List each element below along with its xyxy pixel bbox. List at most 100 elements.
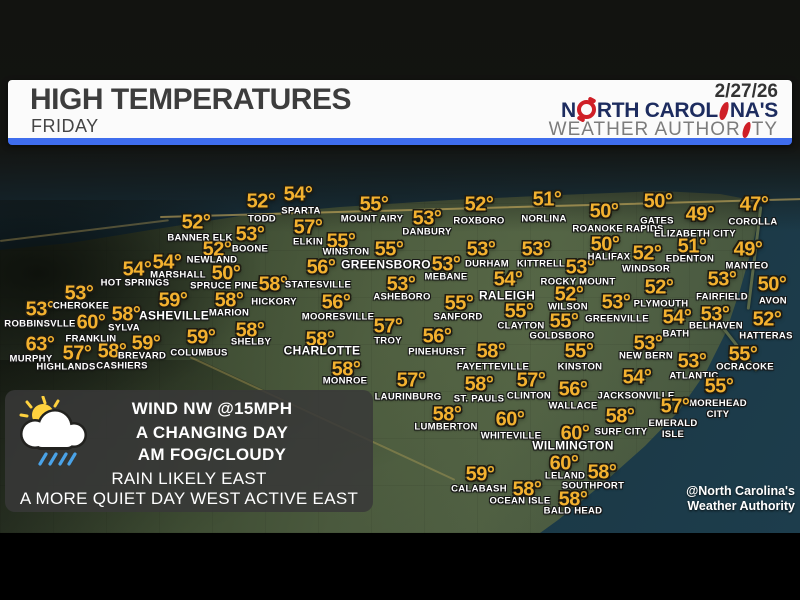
station-temp: 55° — [728, 343, 758, 366]
station-city: CASHIERS — [96, 360, 148, 372]
station-temp: 58° — [305, 328, 335, 351]
station-city: WHITEVILLE — [480, 430, 542, 442]
station-city: DURHAM — [464, 258, 510, 270]
station-city: MARION — [208, 307, 250, 319]
forecast-summary-box: WIND NW @15MPH A CHANGING DAY AM FOG/CLO… — [5, 390, 373, 512]
station-city: ST. PAULS — [453, 393, 505, 405]
station-city: EMERALD ISLE — [648, 418, 698, 440]
station-temp: 58° — [512, 478, 542, 501]
summary-line-rain: RAIN LIKELY EAST — [111, 469, 267, 488]
station-temp: 58° — [464, 373, 494, 396]
summary-line-quiet: A MORE QUIET DAY WEST ACTIVE EAST — [19, 489, 359, 508]
station-temp: 55° — [359, 193, 389, 216]
station-city: BATH — [662, 328, 690, 340]
page-subtitle: FRIDAY — [31, 116, 99, 136]
station-city: SPARTA — [281, 205, 321, 217]
station-temp: 58° — [476, 340, 506, 363]
station-city: BELHAVEN — [689, 320, 743, 332]
station-temp: 58° — [605, 405, 635, 428]
station-city: MANTEO — [725, 260, 769, 272]
station-city: LUMBERTON — [414, 421, 478, 433]
station-temp: 58° — [432, 403, 462, 426]
station-temp: 59° — [465, 463, 495, 486]
station-city: NEW BERN — [618, 350, 674, 362]
station-temp: 52° — [632, 242, 662, 265]
station-temp: 52° — [181, 211, 211, 234]
brand-part1: N — [561, 99, 576, 122]
station-temp: 55° — [326, 230, 356, 253]
station-temp: 53° — [565, 256, 595, 279]
station-city: CLAYTON — [497, 320, 545, 332]
sun-cloud-rain-icon — [19, 396, 87, 466]
station-temp: 53° — [707, 268, 737, 291]
station-city: SOUTHPORT — [561, 480, 625, 492]
page-title: HIGH TEMPERATURES — [30, 83, 351, 116]
station-city: PLYMOUTH — [633, 298, 689, 310]
station-city: TODD — [248, 213, 276, 225]
station-city: HICKORY — [251, 296, 297, 308]
station-temp: 57° — [373, 315, 403, 338]
station-temp: 53° — [25, 298, 55, 321]
station-city: DANBURY — [402, 226, 452, 238]
station-temp: 56° — [422, 325, 452, 348]
station-city: CHEROKEE — [52, 300, 110, 312]
station-temp: 58° — [587, 461, 617, 484]
station-temp: 52° — [644, 276, 674, 299]
station-temp: 53° — [412, 207, 442, 230]
station-city: MURPHY — [9, 353, 53, 365]
station-temp: 54° — [122, 258, 152, 281]
station-city: NORLINA — [521, 213, 567, 225]
station-city: WILSON — [548, 301, 588, 313]
station-temp: 49° — [685, 203, 715, 226]
station-temp: 53° — [466, 238, 496, 261]
station-temp: 55° — [374, 238, 404, 261]
station-temp: 60° — [76, 311, 106, 334]
station-temp: 52° — [752, 308, 782, 331]
brand-subline: WEATHER AUTHOR TY — [549, 119, 778, 141]
station-city: WINSTON — [322, 246, 370, 258]
station-temp: 58° — [258, 273, 288, 296]
station-city: MEBANE — [424, 271, 468, 283]
station-city: MOREHEAD CITY — [689, 398, 747, 420]
station-city: BANNER ELK — [167, 232, 233, 244]
station-temp: 54° — [622, 366, 652, 389]
station-temp: 63° — [25, 333, 55, 356]
credit-line2: Weather Authority — [687, 499, 795, 513]
station-temp: 52° — [246, 190, 276, 213]
brand-part3: NA'S — [729, 99, 778, 122]
summary-line-changing: A CHANGING DAY — [135, 423, 289, 442]
station-temp: 59° — [186, 326, 216, 349]
station-temp: 53° — [521, 238, 551, 261]
station-city: MARSHALL — [150, 269, 206, 281]
station-city: WINDSOR — [621, 263, 671, 275]
station-city: SYLVA — [108, 322, 140, 334]
station-temp: 57° — [396, 369, 426, 392]
station-temp: 57° — [660, 395, 690, 418]
station-temp: 50° — [643, 190, 673, 213]
station-temp: 59° — [131, 332, 161, 355]
station-city: ELKIN — [293, 236, 323, 248]
station-labels-layer: 63° MURPHY 53° ROBBINSVLLE 53° CHEROKEE 60° FRA… — [4, 184, 792, 517]
station-temp: 53° — [677, 350, 707, 373]
station-temp: 58° — [558, 488, 588, 511]
station-city: HIGHLANDS — [36, 361, 96, 373]
date-label: 2/27/26 — [714, 81, 778, 102]
station-temp: 60° — [560, 422, 590, 445]
station-city: ATLANTIC — [669, 370, 719, 382]
station-temp: 54° — [152, 251, 182, 274]
station-city: ROBBINSVLLE — [4, 318, 76, 330]
station-city: NEWLAND — [186, 254, 238, 266]
station-temp: 50° — [590, 233, 620, 256]
station-temp: 58° — [111, 303, 141, 326]
station-temp: 53° — [64, 282, 94, 305]
station-city: FAIRFIELD — [696, 291, 748, 303]
station-city: JACKSONVILLE — [597, 390, 675, 402]
station-city: GATES — [640, 215, 674, 227]
summary-line-wind: WIND NW @15MPH — [131, 399, 293, 418]
station-city: GREENSBORO — [341, 257, 431, 272]
station-city: EDENTON — [665, 253, 715, 265]
station-city: FAYETTEVILLE — [456, 361, 530, 373]
station-city: CALABASH — [451, 483, 507, 495]
station-temp: 53° — [235, 223, 265, 246]
